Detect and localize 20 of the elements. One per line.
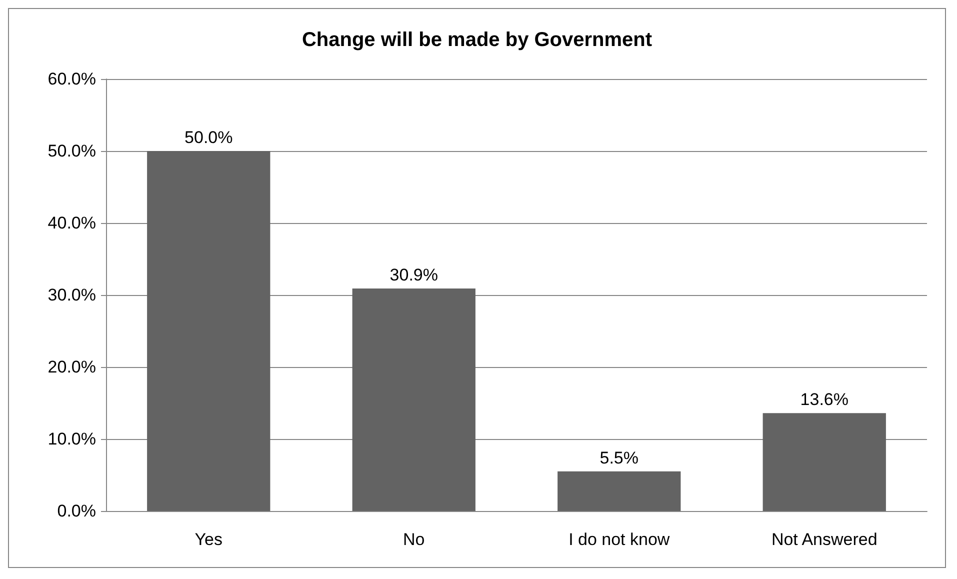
chart-title: Change will be made by Government — [302, 29, 652, 51]
bar — [352, 288, 476, 511]
y-tick-label: 0.0% — [57, 502, 96, 520]
y-tick-label: 40.0% — [48, 214, 96, 232]
data-label: 30.9% — [390, 266, 438, 285]
data-label: 13.6% — [800, 390, 848, 410]
bar — [558, 471, 681, 511]
x-tick-label: Not Answered — [771, 530, 878, 549]
bar — [762, 413, 886, 511]
data-label: 5.5% — [600, 448, 638, 468]
y-tick-label: 50.0% — [48, 142, 96, 160]
y-tick-label: 10.0% — [48, 430, 96, 448]
y-tick-label: 60.0% — [48, 70, 96, 88]
x-tick-label: No — [403, 530, 425, 549]
y-tick-label: 20.0% — [48, 358, 96, 376]
x-tick-label: Yes — [194, 530, 222, 549]
data-label: 50.0% — [184, 128, 233, 147]
x-tick-label: I do not know — [568, 530, 670, 549]
y-tick-label: 30.0% — [48, 286, 96, 304]
bar — [147, 151, 270, 511]
